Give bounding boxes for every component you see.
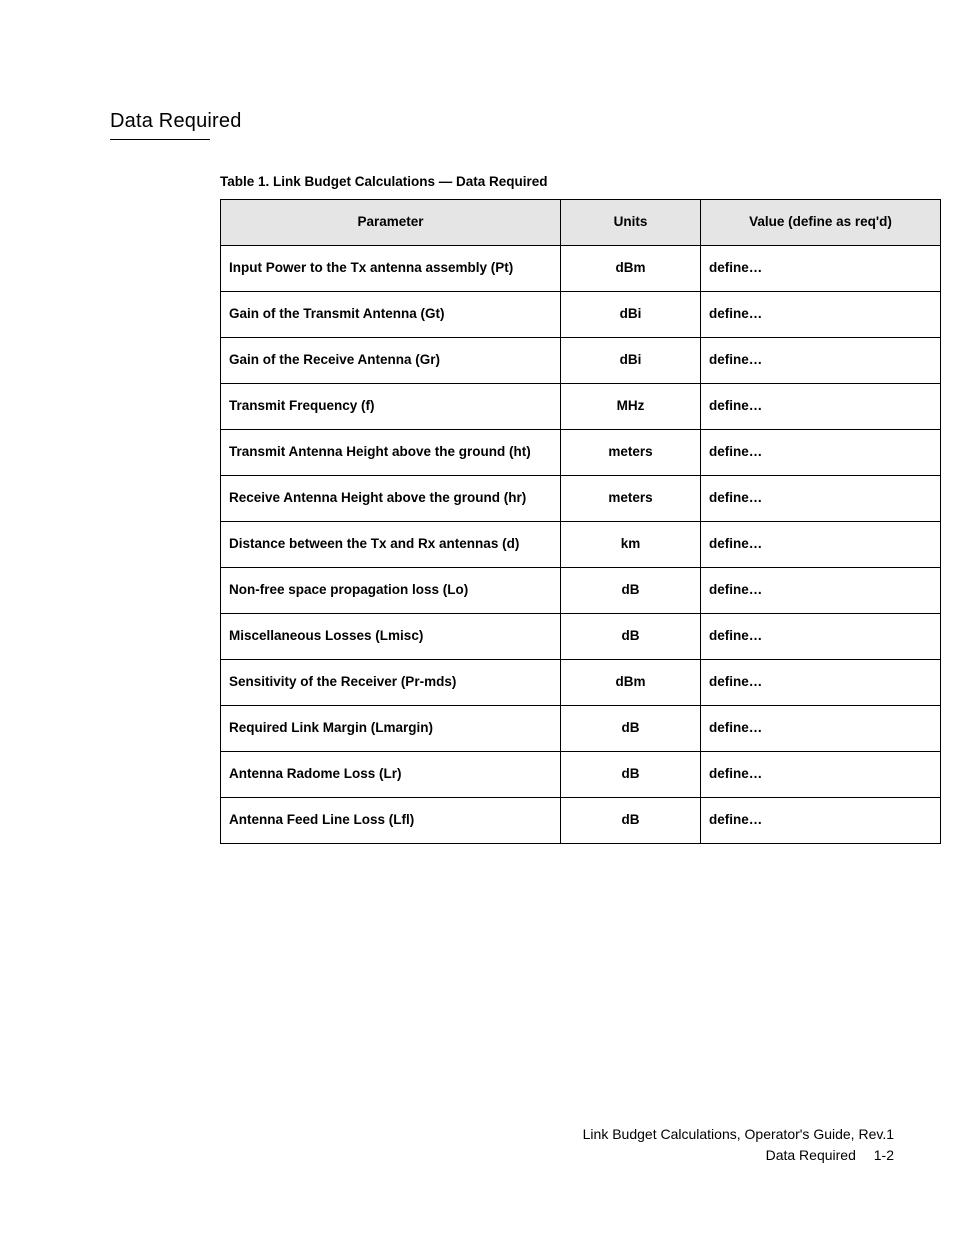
cell-param: Non-free space propagation loss (Lo) bbox=[221, 568, 561, 614]
cell-param: Antenna Radome Loss (Lr) bbox=[221, 752, 561, 798]
data-table: Parameter Units Value (define as req'd) … bbox=[220, 199, 941, 844]
table-row: Antenna Feed Line Loss (Lfl) dB define… bbox=[221, 798, 941, 844]
cell-units: dB bbox=[561, 614, 701, 660]
table-caption: Table 1. Link Budget Calculations — Data… bbox=[220, 174, 894, 189]
col-header-units: Units bbox=[561, 200, 701, 246]
cell-param: Sensitivity of the Receiver (Pr-mds) bbox=[221, 660, 561, 706]
table-row: Required Link Margin (Lmargin) dB define… bbox=[221, 706, 941, 752]
page-footer: Link Budget Calculations, Operator's Gui… bbox=[583, 1124, 894, 1165]
cell-value: define… bbox=[701, 752, 941, 798]
cell-param: Input Power to the Tx antenna assembly (… bbox=[221, 246, 561, 292]
cell-value: define… bbox=[701, 568, 941, 614]
cell-param: Receive Antenna Height above the ground … bbox=[221, 476, 561, 522]
footer-section-label: Data Required bbox=[766, 1147, 856, 1163]
cell-param: Transmit Frequency (f) bbox=[221, 384, 561, 430]
cell-units: dB bbox=[561, 798, 701, 844]
cell-units: dB bbox=[561, 752, 701, 798]
cell-units: dB bbox=[561, 706, 701, 752]
cell-param: Gain of the Receive Antenna (Gr) bbox=[221, 338, 561, 384]
cell-units: dBi bbox=[561, 338, 701, 384]
table-row: Gain of the Receive Antenna (Gr) dBi def… bbox=[221, 338, 941, 384]
cell-value: define… bbox=[701, 660, 941, 706]
cell-value: define… bbox=[701, 338, 941, 384]
cell-value: define… bbox=[701, 292, 941, 338]
cell-param: Antenna Feed Line Loss (Lfl) bbox=[221, 798, 561, 844]
cell-value: define… bbox=[701, 522, 941, 568]
col-header-value: Value (define as req'd) bbox=[701, 200, 941, 246]
footer-doc-title: Link Budget Calculations, Operator's Gui… bbox=[583, 1124, 894, 1144]
cell-value: define… bbox=[701, 430, 941, 476]
cell-value: define… bbox=[701, 798, 941, 844]
table-body: Input Power to the Tx antenna assembly (… bbox=[221, 246, 941, 844]
table-row: Non-free space propagation loss (Lo) dB … bbox=[221, 568, 941, 614]
cell-value: define… bbox=[701, 476, 941, 522]
cell-units: dBi bbox=[561, 292, 701, 338]
cell-value: define… bbox=[701, 614, 941, 660]
cell-param: Gain of the Transmit Antenna (Gt) bbox=[221, 292, 561, 338]
section-heading: Data Required bbox=[110, 110, 894, 133]
table-row: Antenna Radome Loss (Lr) dB define… bbox=[221, 752, 941, 798]
cell-units: meters bbox=[561, 430, 701, 476]
table-row: Miscellaneous Losses (Lmisc) dB define… bbox=[221, 614, 941, 660]
cell-value: define… bbox=[701, 246, 941, 292]
table-header-row: Parameter Units Value (define as req'd) bbox=[221, 200, 941, 246]
heading-rule bbox=[110, 139, 210, 140]
cell-units: dBm bbox=[561, 660, 701, 706]
table-row: Receive Antenna Height above the ground … bbox=[221, 476, 941, 522]
footer-page-number: 1-2 bbox=[874, 1145, 894, 1165]
table-row: Gain of the Transmit Antenna (Gt) dBi de… bbox=[221, 292, 941, 338]
cell-value: define… bbox=[701, 706, 941, 752]
table-row: Transmit Frequency (f) MHz define… bbox=[221, 384, 941, 430]
col-header-parameter: Parameter bbox=[221, 200, 561, 246]
table-row: Sensitivity of the Receiver (Pr-mds) dBm… bbox=[221, 660, 941, 706]
table-row: Distance between the Tx and Rx antennas … bbox=[221, 522, 941, 568]
cell-param: Distance between the Tx and Rx antennas … bbox=[221, 522, 561, 568]
cell-units: dBm bbox=[561, 246, 701, 292]
cell-units: meters bbox=[561, 476, 701, 522]
cell-units: km bbox=[561, 522, 701, 568]
cell-param: Required Link Margin (Lmargin) bbox=[221, 706, 561, 752]
cell-param: Miscellaneous Losses (Lmisc) bbox=[221, 614, 561, 660]
cell-units: dB bbox=[561, 568, 701, 614]
cell-value: define… bbox=[701, 384, 941, 430]
cell-param: Transmit Antenna Height above the ground… bbox=[221, 430, 561, 476]
cell-units: MHz bbox=[561, 384, 701, 430]
table-row: Input Power to the Tx antenna assembly (… bbox=[221, 246, 941, 292]
table-row: Transmit Antenna Height above the ground… bbox=[221, 430, 941, 476]
